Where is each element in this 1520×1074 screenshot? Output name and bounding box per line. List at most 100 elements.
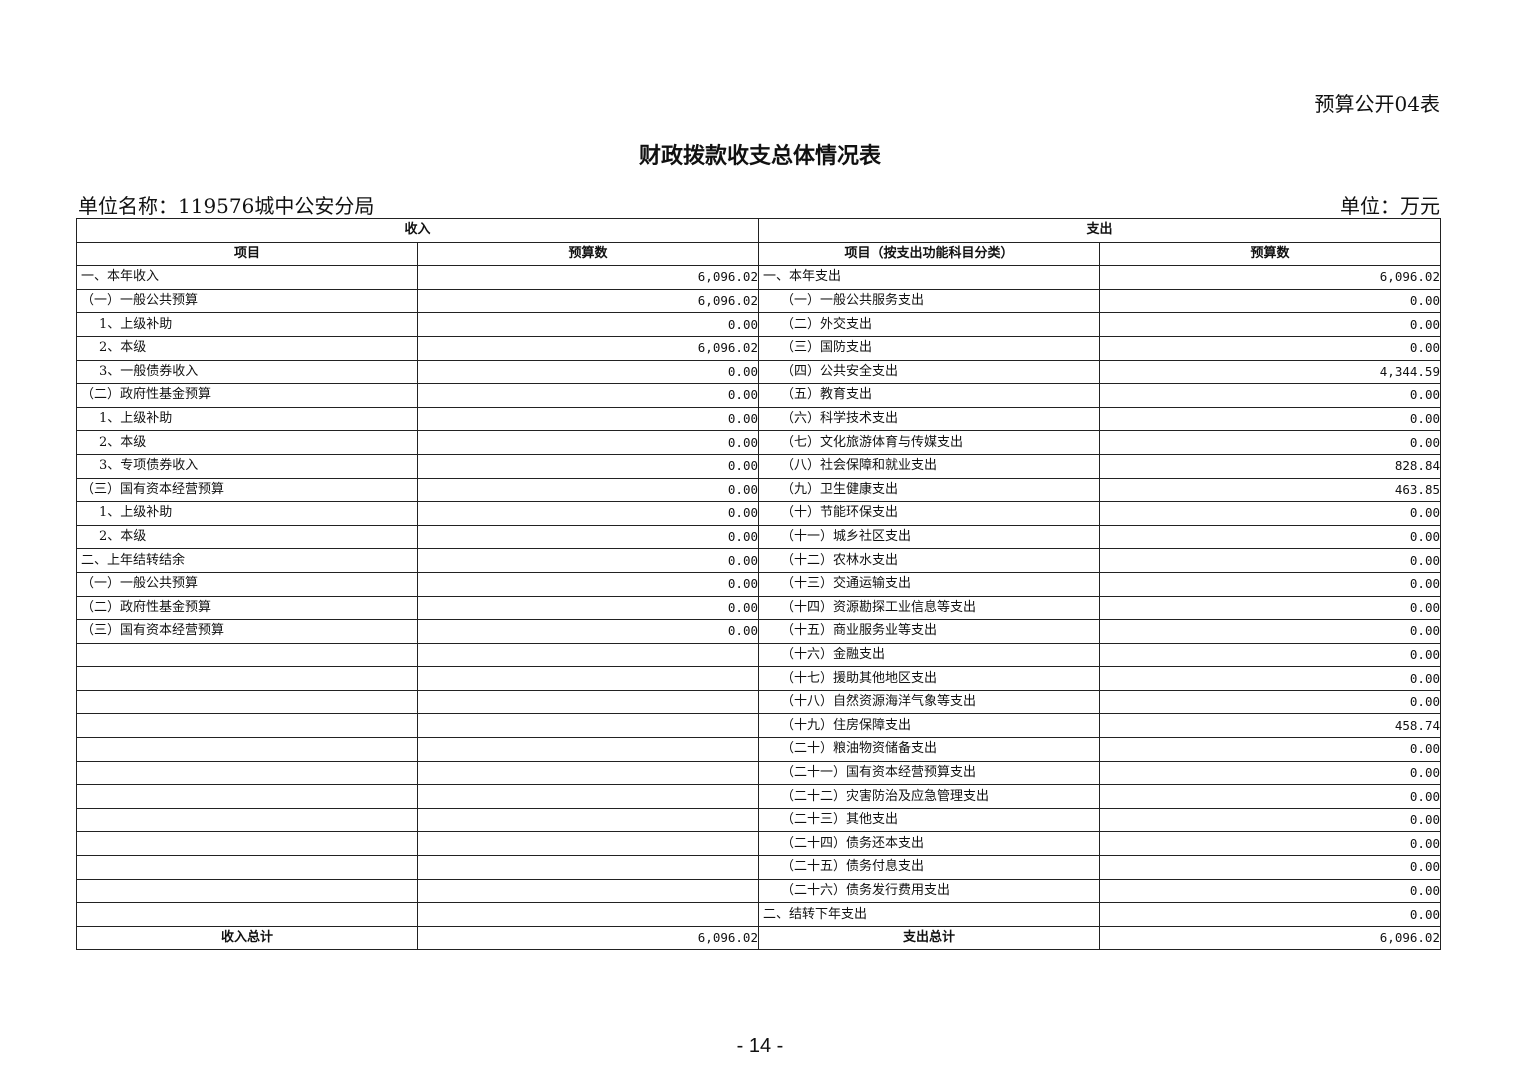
income-budget: 0.00 [417, 453, 759, 479]
expense-budget: 0.00 [1099, 430, 1441, 455]
table-row: （二十六）债务发行费用支出 0.00 [76, 878, 1441, 904]
income-item [76, 878, 418, 904]
income-budget: 6,096.02 [417, 335, 759, 361]
income-item [76, 902, 418, 927]
table-row: （二十二）灾害防治及应急管理支出 0.00 [76, 784, 1441, 809]
income-budget: 0.00 [417, 359, 759, 385]
income-item: 1、上级补助 [76, 312, 418, 337]
income-item [76, 713, 418, 739]
expense-item: （十八）自然资源海洋气象等支出 [758, 689, 1100, 715]
expense-item: （二十五）债务付息支出 [758, 855, 1100, 880]
income-item [76, 784, 418, 809]
expense-item: （七）文化旅游体育与传媒支出 [758, 430, 1100, 455]
expense-budget: 0.00 [1099, 807, 1441, 833]
expense-item: （九）卫生健康支出 [758, 477, 1100, 503]
table-row: （十八）自然资源海洋气象等支出 0.00 [76, 689, 1441, 715]
income-item: （一）一般公共预算 [76, 571, 418, 597]
expense-item: （三）国防支出 [758, 335, 1100, 361]
income-item: 2、本级 [76, 430, 418, 455]
income-item: 1、上级补助 [76, 501, 418, 526]
income-item [76, 642, 418, 668]
page-title: 财政拨款收支总体情况表 [638, 143, 881, 169]
income-total-value: 6,096.02 [417, 925, 759, 951]
expense-item: （二十一）国有资本经营预算支出 [758, 760, 1100, 786]
income-item: （三）国有资本经营预算 [76, 477, 418, 503]
income-total-label: 收入总计 [76, 925, 418, 951]
table-row: 二、结转下年支出 0.00 [76, 902, 1441, 927]
expense-budget: 0.00 [1099, 737, 1441, 762]
table-row: （二十一）国有资本经营预算支出 0.00 [76, 760, 1441, 786]
income-budget: 6,096.02 [417, 265, 759, 290]
income-budget [417, 689, 759, 715]
expense-budget: 828.84 [1099, 453, 1441, 479]
income-budget: 0.00 [417, 571, 759, 597]
expense-item: （一）一般公共服务支出 [758, 288, 1100, 314]
income-budget: 0.00 [417, 524, 759, 550]
income-budget [417, 737, 759, 762]
header-row-columns: 项目 预算数 项目（按支出功能科目分类） 预算数 [76, 241, 1441, 267]
table-row: 2、本级 0.00 （十一）城乡社区支出 0.00 [76, 524, 1441, 550]
income-budget [417, 831, 759, 857]
expense-item: （十二）农林水支出 [758, 548, 1100, 573]
expense-item: （六）科学技术支出 [758, 406, 1100, 432]
table-row: 2、本级 6,096.02 （三）国防支出 0.00 [76, 335, 1441, 361]
income-budget: 0.00 [417, 595, 759, 621]
income-item: 二、上年结转结余 [76, 548, 418, 573]
expense-item: （十九）住房保障支出 [758, 713, 1100, 739]
header-expense: 支出 [758, 218, 1441, 243]
expense-item: （十）节能环保支出 [758, 501, 1100, 526]
table-row: 1、上级补助 0.00 （十）节能环保支出 0.00 [76, 501, 1441, 526]
table-row: 一、本年收入 6,096.02 一、本年支出 6,096.02 [76, 265, 1441, 290]
expense-budget: 0.00 [1099, 406, 1441, 432]
income-item [76, 807, 418, 833]
table-row: 2、本级 0.00 （七）文化旅游体育与传媒支出 0.00 [76, 430, 1441, 455]
table-row: （一）一般公共预算 6,096.02 （一）一般公共服务支出 0.00 [76, 288, 1441, 314]
expense-budget: 0.00 [1099, 548, 1441, 573]
expense-item: （十六）金融支出 [758, 642, 1100, 668]
table-row: （二十）粮油物资储备支出 0.00 [76, 737, 1441, 762]
budget-table: 收入 支出 项目 预算数 项目（按支出功能科目分类） 预算数 一、本年收入 6,0… [76, 218, 1441, 951]
expense-budget: 0.00 [1099, 666, 1441, 691]
header-expense-item: 项目（按支出功能科目分类） [758, 241, 1100, 267]
table-row: （二）政府性基金预算 0.00 （十四）资源勘探工业信息等支出 0.00 [76, 595, 1441, 621]
income-budget [417, 807, 759, 833]
expense-budget: 0.00 [1099, 619, 1441, 644]
income-budget: 6,096.02 [417, 288, 759, 314]
currency-unit: 单位：万元 [1340, 194, 1440, 218]
table-row: （一）一般公共预算 0.00 （十三）交通运输支出 0.00 [76, 571, 1441, 597]
income-item [76, 737, 418, 762]
income-budget [417, 666, 759, 691]
expense-item: （十三）交通运输支出 [758, 571, 1100, 597]
expense-budget: 458.74 [1099, 713, 1441, 739]
income-item: 3、专项债券收入 [76, 453, 418, 479]
table-row: （二十五）债务付息支出 0.00 [76, 855, 1441, 880]
expense-budget: 0.00 [1099, 571, 1441, 597]
income-budget: 0.00 [417, 312, 759, 337]
expense-budget: 0.00 [1099, 288, 1441, 314]
expense-item: （二十四）债务还本支出 [758, 831, 1100, 857]
income-item: 一、本年收入 [76, 265, 418, 290]
page-number: - 14 - [736, 1035, 784, 1057]
income-budget [417, 902, 759, 927]
expense-item: （二十二）灾害防治及应急管理支出 [758, 784, 1100, 809]
income-budget [417, 878, 759, 904]
income-item [76, 855, 418, 880]
income-item: 1、上级补助 [76, 406, 418, 432]
income-item [76, 760, 418, 786]
table-row: 1、上级补助 0.00 （二）外交支出 0.00 [76, 312, 1441, 337]
expense-item: （十七）援助其他地区支出 [758, 666, 1100, 691]
header-income-item: 项目 [76, 241, 418, 267]
expense-item: （五）教育支出 [758, 383, 1100, 408]
income-budget: 0.00 [417, 406, 759, 432]
expense-budget: 0.00 [1099, 335, 1441, 361]
table-row: （十九）住房保障支出 458.74 [76, 713, 1441, 739]
expense-item: （十五）商业服务业等支出 [758, 619, 1100, 644]
expense-budget: 463.85 [1099, 477, 1441, 503]
table-row: 1、上级补助 0.00 （六）科学技术支出 0.00 [76, 406, 1441, 432]
income-budget: 0.00 [417, 619, 759, 644]
expense-budget: 0.00 [1099, 784, 1441, 809]
expense-item: 二、结转下年支出 [758, 902, 1100, 927]
header-income: 收入 [76, 218, 759, 243]
expense-budget: 0.00 [1099, 312, 1441, 337]
income-budget [417, 713, 759, 739]
